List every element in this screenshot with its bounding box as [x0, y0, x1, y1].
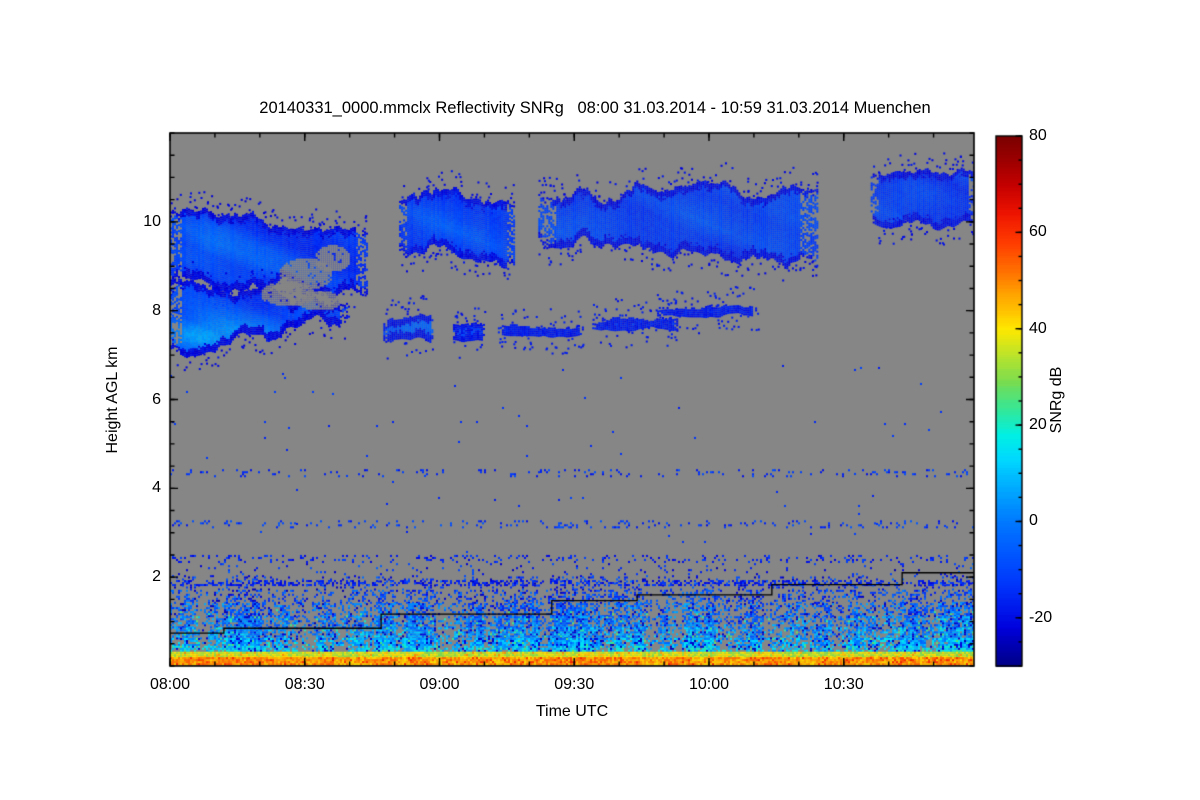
- snr-heatmap-canvas: [0, 0, 1200, 800]
- radar-reflectivity-figure: 20140331_0000.mmclx Reflectivity SNRg 08…: [0, 0, 1200, 800]
